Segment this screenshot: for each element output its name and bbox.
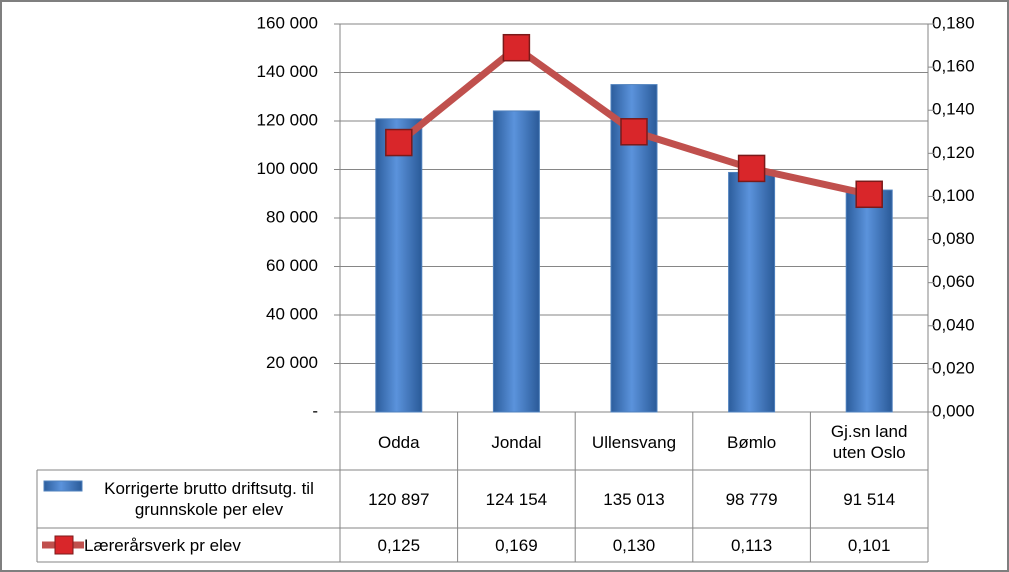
category-label-box: Bømlo [727,432,777,452]
y2-tick-label: 0,020 [932,358,975,377]
y2-tick-label: 0,120 [932,143,975,162]
table-value: 0,113 [730,535,773,555]
y2-tick-label: 0,000 [932,401,975,420]
table-value: 120 897 [368,489,430,509]
y-tick-label: 60 000 [266,256,318,275]
table-value: 0,130 [612,535,656,555]
category-label-box: Gj.sn land uten Oslo [830,422,908,462]
category-label: Bømlo [727,432,777,452]
category-label: Odda [378,432,420,452]
category-label-box: Ullensvang [591,432,677,452]
y2-tick-label: 0,180 [932,13,975,32]
y2-tick-label: 0,060 [932,272,975,291]
category-label-box: Jondal [491,432,542,452]
y-tick-label: 160 000 [257,13,318,32]
marker [620,118,648,146]
y2-tick-label: 0,100 [932,186,975,205]
y-tick-label: 20 000 [266,353,318,372]
table-value-box: 124 154 [485,489,548,509]
y-tick-label: 100 000 [257,159,318,178]
table-value-box: 0,125 [377,535,421,555]
bar [845,189,893,413]
marker [385,128,413,157]
y-tick-label: 120 000 [257,110,318,129]
table-value-box: 98 779 [725,489,778,509]
table-value: 135 013 [603,489,665,509]
legend-label: Korrigerte brutto driftsutg. til grunnsk… [104,479,314,519]
y2-tick-label: 0,140 [932,100,975,119]
category-label-box: Odda [378,432,420,452]
category-label: Jondal [491,432,542,452]
table-value: 0,101 [847,535,891,555]
table-value: 0,125 [377,535,421,555]
table-value-box: 135 013 [603,489,665,509]
table-value-box: 91 514 [843,489,896,509]
legend-key [54,535,74,555]
legend-label-box: Korrigerte brutto driftsutg. til grunnsk… [104,479,314,519]
bar [728,171,776,413]
marker [855,180,883,209]
marker [737,154,766,183]
table-value: 98 779 [725,489,778,509]
legend-key [43,480,83,492]
table-value: 124 154 [485,489,548,509]
marker [502,33,531,62]
y2-tick-label: 0,080 [932,229,975,248]
category-label: Gj.sn land uten Oslo [830,422,908,462]
y-tick-label: 80 000 [266,207,318,226]
table-value-box: 0,169 [495,535,538,555]
table-value-box: 0,113 [730,535,773,555]
y-tick-label: 140 000 [257,62,318,81]
table-value-box: 0,130 [612,535,656,555]
y2-tick-label: 0,040 [932,315,975,334]
table-value: 91 514 [843,489,896,509]
y-tick-label: - [312,401,318,420]
legend-label-box: Lærerårsverk pr elev [84,535,241,555]
category-label: Ullensvang [591,432,677,452]
bar [492,110,540,413]
legend-label: Lærerårsverk pr elev [84,535,241,555]
y2-tick-label: 0,160 [932,57,975,76]
table-value-box: 0,101 [847,535,891,555]
bar [375,118,423,413]
table-value-box: 120 897 [368,489,430,509]
y-tick-label: 40 000 [266,304,318,323]
table-value: 0,169 [495,535,538,555]
